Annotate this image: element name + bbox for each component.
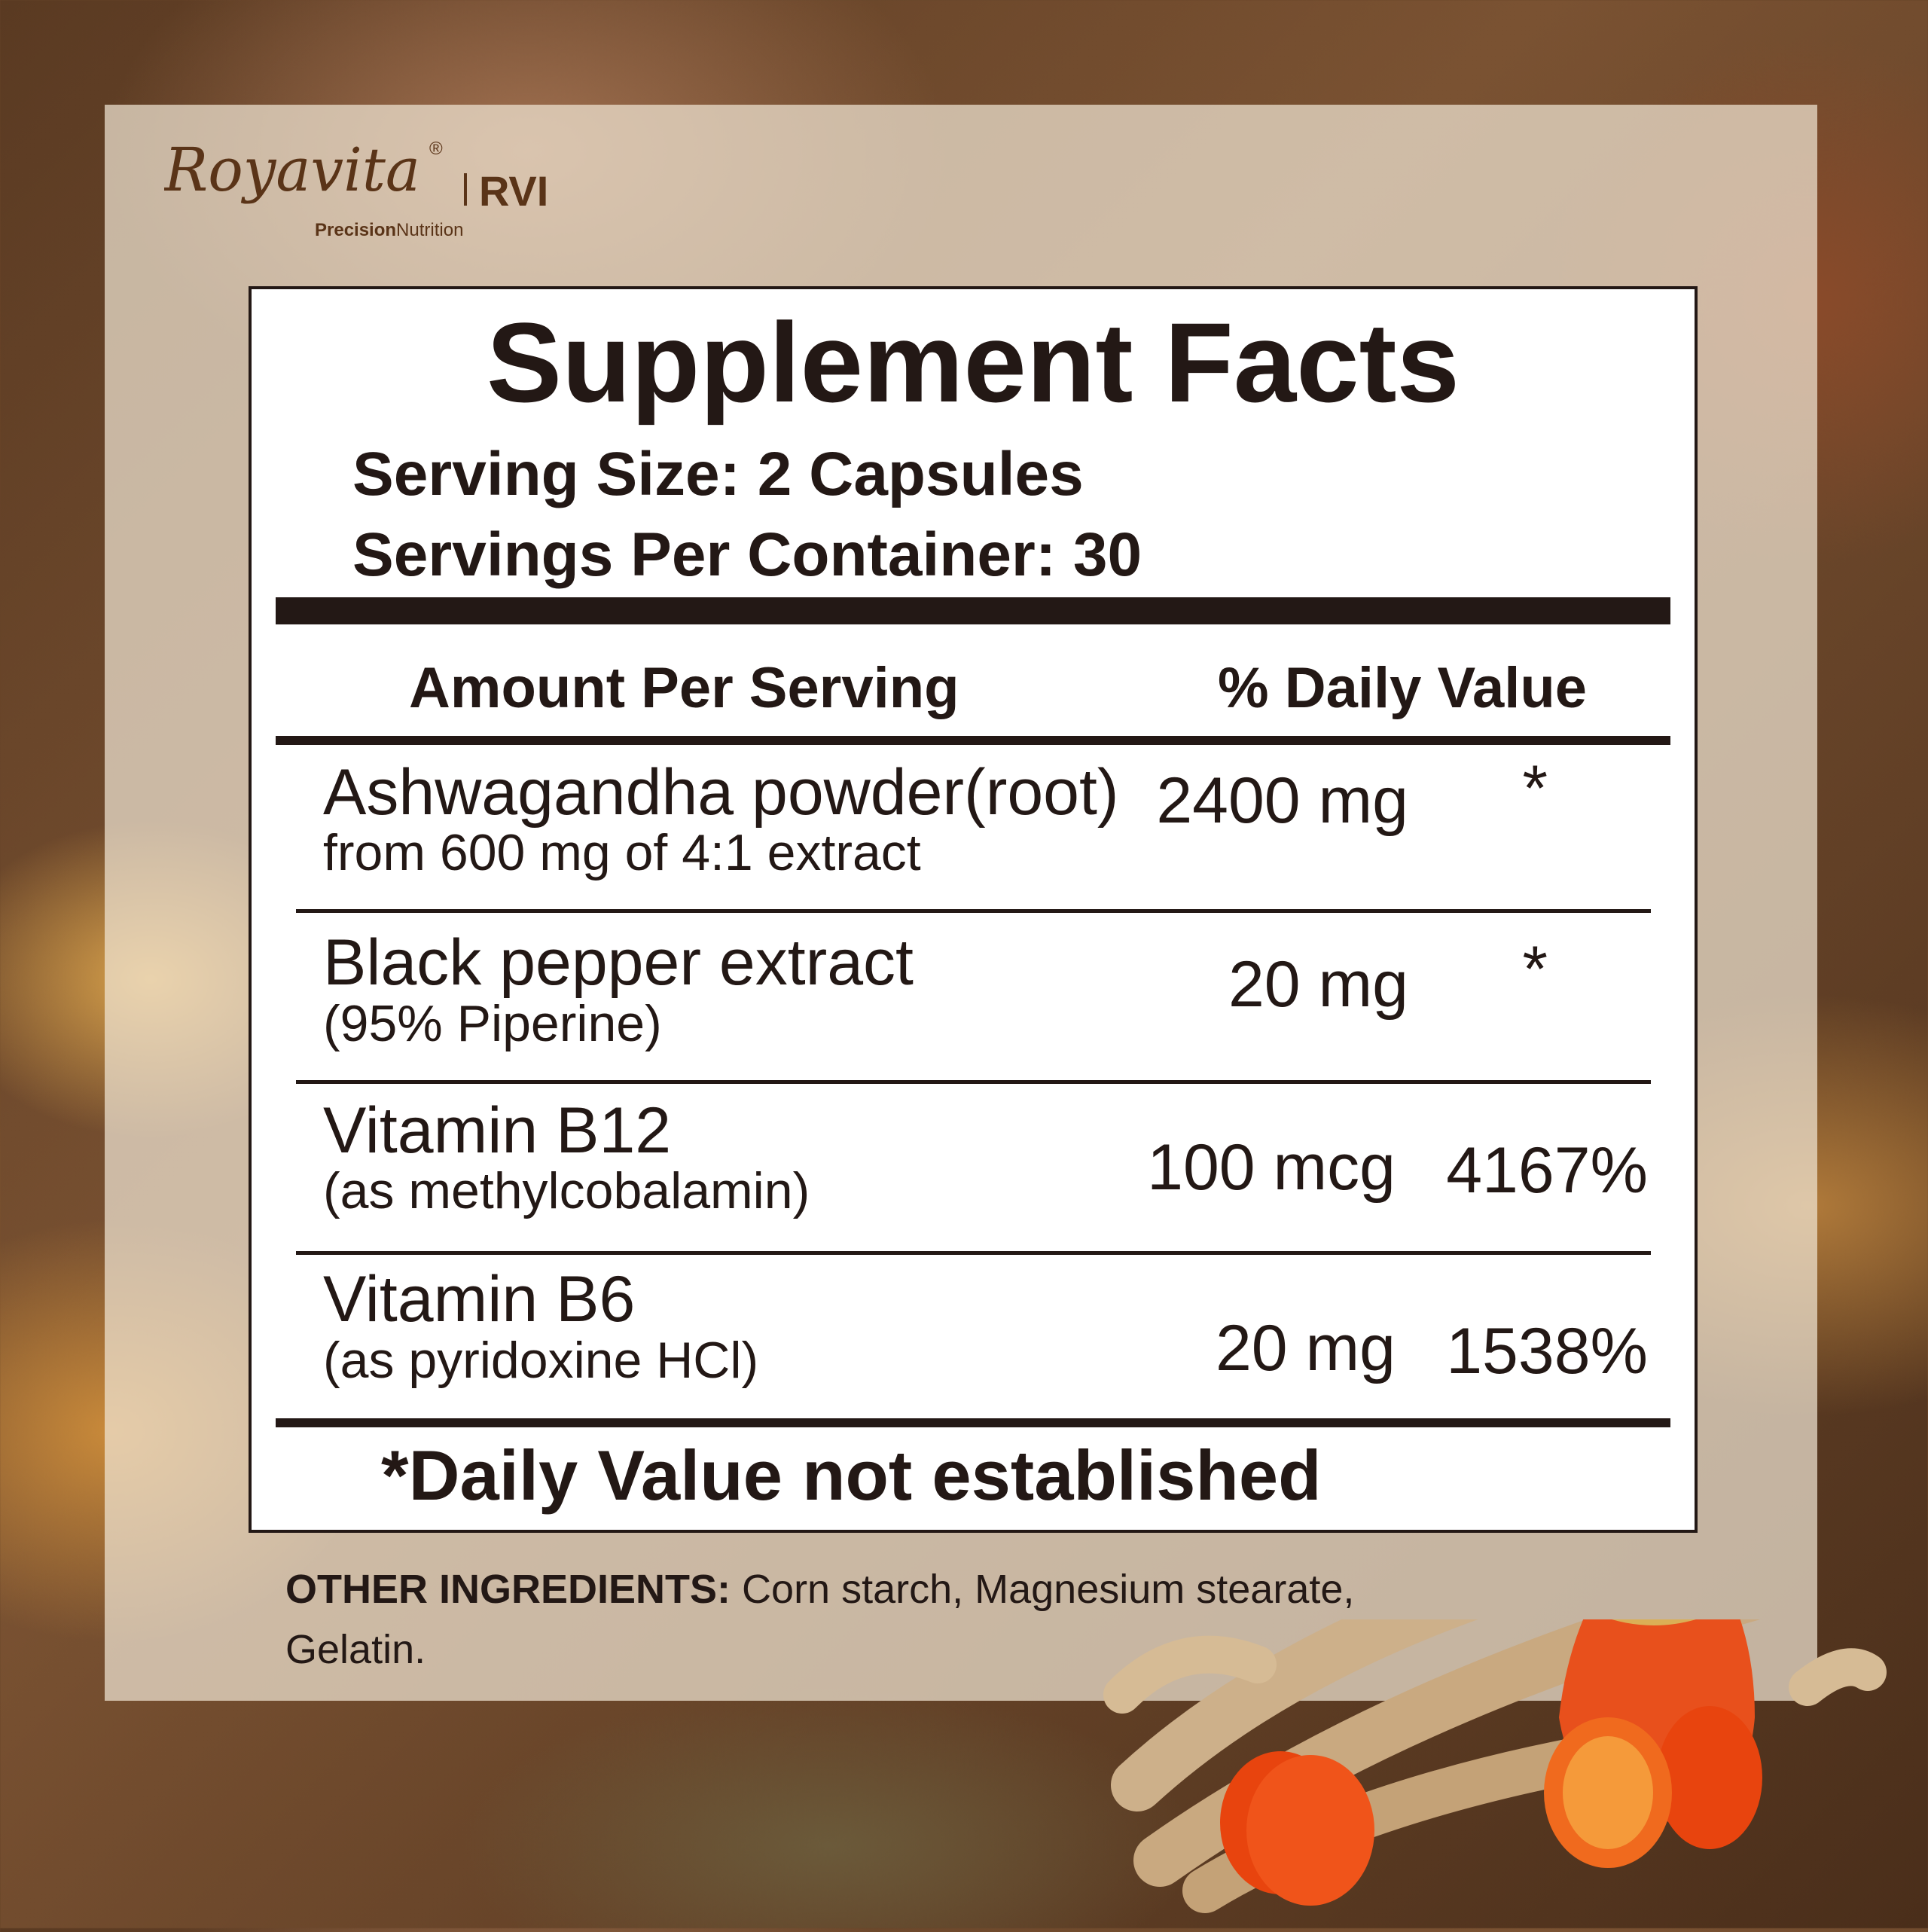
nutrient-amount: 2400 mg: [1156, 765, 1408, 837]
registered-mark: ®: [429, 139, 443, 159]
thick-divider: [276, 597, 1670, 624]
nutrient-amount: 100 mcg: [1147, 1131, 1396, 1204]
nutrient-detail: (as pyridoxine HCl): [323, 1332, 759, 1389]
nutrient-dv: 1538%: [1446, 1315, 1648, 1387]
bottom-divider: [276, 1418, 1670, 1427]
nutrient-detail: (95% Piperine): [323, 995, 662, 1052]
ashwagandha-illustration: [1092, 1510, 1928, 1932]
nutrient-amount: 20 mg: [1228, 948, 1408, 1021]
nutrient-name: Vitamin B12: [323, 1094, 672, 1167]
brand-logo: Royavita ® RVI PrecisionNutrition: [163, 132, 616, 241]
nutrient-dv: *: [1522, 752, 1548, 825]
nutrient-dv: *: [1522, 933, 1548, 1006]
other-ingredients-text: Corn starch, Magnesium stearate, Gelatin…: [285, 1567, 1355, 1672]
nutrient-dv: 4167%: [1446, 1134, 1648, 1207]
header-amount: Amount Per Serving: [409, 656, 959, 720]
row-divider: [296, 1251, 1651, 1255]
label-title: Supplement Facts: [487, 299, 1460, 426]
nutrient-detail: from 600 mg of 4:1 extract: [323, 824, 921, 881]
svg-text:PrecisionNutrition: PrecisionNutrition: [315, 220, 463, 240]
nutrient-name: Vitamin B6: [323, 1263, 636, 1335]
nutrient-amount: 20 mg: [1215, 1312, 1396, 1384]
serving-size: Serving Size: 2 Capsules: [352, 440, 1084, 508]
row-divider: [296, 1080, 1651, 1084]
servings-per-container: Servings Per Container: 30: [352, 520, 1142, 589]
nutrient-detail: (as methylcobalamin): [323, 1162, 810, 1219]
tagline-bold: Precision: [315, 220, 396, 240]
nutrient-name: Ashwagandha powder(root): [323, 756, 1119, 829]
tagline: Nutrition: [396, 220, 463, 240]
row-divider: [296, 909, 1651, 913]
header-divider: [276, 736, 1670, 745]
header-daily-value: % Daily Value: [1218, 656, 1588, 720]
partner-logo: RVI: [479, 167, 548, 215]
footnote: *Daily Value not established: [381, 1436, 1322, 1515]
other-ingredients: OTHER INGREDIENTS: Corn starch, Magnesiu…: [285, 1559, 1415, 1680]
other-ingredients-label: OTHER INGREDIENTS:: [285, 1567, 731, 1612]
logo-wordmark: Royavita: [164, 135, 420, 205]
nutrient-name: Black pepper extract: [323, 926, 914, 999]
supplement-facts-label: Supplement Facts Serving Size: 2 Capsule…: [249, 286, 1698, 1533]
